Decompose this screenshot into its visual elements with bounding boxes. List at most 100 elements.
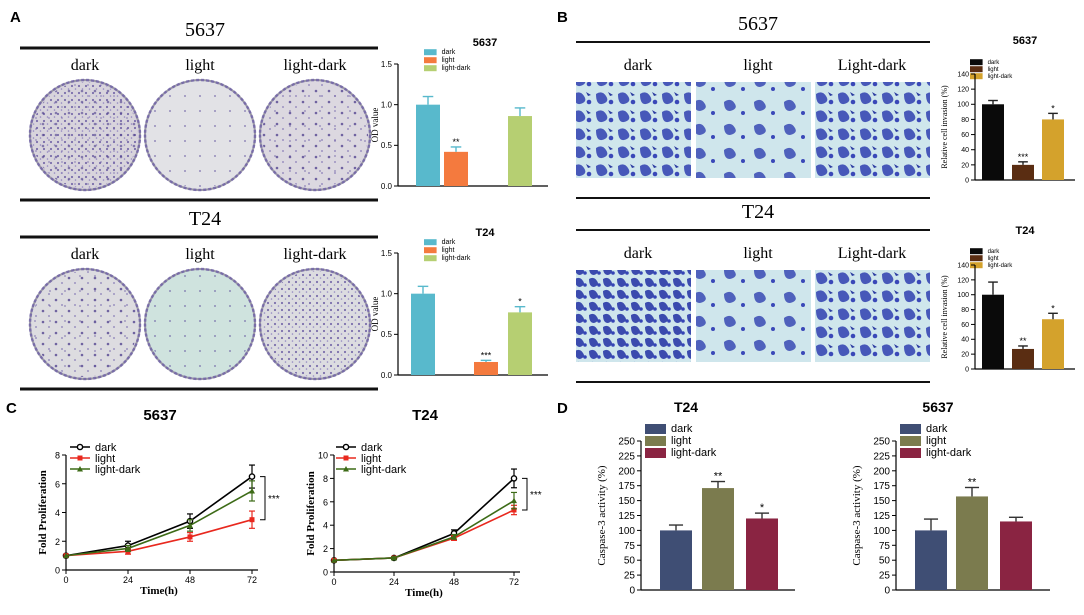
- legend-swatch: [970, 59, 983, 66]
- colony-plate-stain: [32, 82, 138, 188]
- y-tick-label: 2: [55, 537, 60, 547]
- bar-light-dark: [1042, 319, 1064, 369]
- chart-title: 5637: [922, 399, 953, 415]
- legend-label: light-dark: [95, 464, 141, 476]
- colony-plate-rim: [258, 78, 372, 192]
- x-tick-label: 72: [247, 575, 257, 585]
- y-tick-label: 150: [873, 496, 890, 507]
- legend-marker: [342, 443, 350, 451]
- series-line-light: [65, 518, 253, 557]
- x-tick-label: 24: [389, 577, 399, 587]
- bar-dark: [660, 530, 692, 590]
- y-tick-label: 6: [55, 479, 60, 489]
- y-tick-label: 120: [957, 277, 969, 284]
- y-tick-label: 40: [961, 337, 969, 344]
- data-point: [187, 522, 193, 528]
- data-point: [187, 534, 193, 540]
- y-axis-label: Caspase-3 activity (%): [851, 465, 863, 566]
- y-tick-label: 0.0: [381, 371, 393, 380]
- legend-label: light-dark: [442, 65, 471, 72]
- y-tick-label: 125: [873, 511, 890, 522]
- significance-mark: ***: [481, 350, 492, 360]
- significance-mark: ***: [268, 494, 280, 505]
- y-tick-label: 125: [618, 511, 635, 522]
- legend-label: dark: [988, 249, 1001, 255]
- transwell-condition-label: Light-dark: [838, 57, 906, 74]
- x-axis-label: Time(h): [140, 585, 178, 597]
- series-line-light-dark: [333, 499, 515, 562]
- y-axis-label: OD value: [370, 108, 380, 143]
- legend-swatch: [970, 262, 983, 269]
- x-tick-label: 48: [449, 577, 459, 587]
- colony-plate-rim: [28, 78, 142, 192]
- y-tick-label: 100: [618, 526, 635, 537]
- legend-marker: [77, 466, 83, 472]
- legend-label: light-dark: [988, 263, 1014, 269]
- colony-plate-stain: [147, 82, 253, 188]
- legend-label: dark: [442, 239, 456, 246]
- data-point: [63, 552, 69, 559]
- panel-label-c: C: [6, 400, 17, 417]
- legend-label: dark: [988, 60, 1001, 66]
- y-tick-label: 0.5: [381, 330, 393, 339]
- y-tick-label: 25: [624, 571, 636, 582]
- colony-plate-rim: [258, 267, 372, 381]
- data-point: [249, 517, 255, 523]
- legend-label: dark: [361, 442, 383, 454]
- legend-label: light-dark: [926, 447, 972, 459]
- data-point: [511, 497, 517, 504]
- colony-plate-stain: [32, 271, 138, 377]
- significance-mark: **: [714, 471, 723, 483]
- y-tick-label: 75: [624, 541, 636, 552]
- y-tick-label: 20: [961, 162, 969, 169]
- legend-label: dark: [926, 423, 948, 435]
- y-tick-label: 60: [961, 322, 969, 329]
- legend-swatch: [424, 65, 437, 72]
- transwell-image-cells: [576, 82, 691, 178]
- legend-swatch: [970, 73, 983, 80]
- legend-label: dark: [671, 423, 693, 435]
- y-tick-label: 140: [957, 262, 969, 269]
- significance-mark: *: [1051, 303, 1055, 313]
- transwell-image-cells: [815, 270, 930, 362]
- plate-condition-label: dark: [71, 57, 99, 74]
- legend-marker: [343, 466, 349, 472]
- y-tick-label: 40: [961, 147, 969, 154]
- y-tick-label: 175: [618, 481, 635, 492]
- colony-plate-stain: [147, 271, 253, 377]
- legend-swatch: [424, 57, 437, 64]
- legend-swatch: [970, 248, 983, 255]
- colony-plate-stain: [262, 271, 368, 377]
- transwell-condition-label: light: [743, 245, 773, 262]
- y-tick-label: 20: [961, 352, 969, 359]
- y-tick-label: 8: [323, 474, 328, 484]
- legend-label: light: [442, 57, 455, 64]
- legend-swatch: [645, 436, 666, 446]
- data-point: [391, 554, 397, 561]
- data-point: [248, 473, 256, 480]
- legend-label: light: [442, 247, 455, 254]
- chart-title: 5637: [1013, 35, 1037, 47]
- bar-dark: [416, 104, 440, 186]
- y-tick-label: 80: [961, 117, 969, 124]
- legend-label: light-dark: [671, 447, 717, 459]
- plate-condition-label: light-dark: [283, 246, 346, 263]
- x-tick-label: 24: [123, 575, 133, 585]
- transwell-image-cells: [576, 270, 691, 362]
- data-point: [249, 487, 255, 494]
- plate-row-title: T24: [189, 208, 221, 230]
- series-line-dark: [65, 475, 253, 557]
- legend-swatch: [424, 247, 437, 254]
- y-tick-label: 0: [323, 568, 328, 578]
- y-tick-label: 200: [618, 466, 635, 477]
- bar-light: [956, 496, 988, 590]
- y-tick-label: 0: [965, 366, 969, 373]
- bar-dark: [982, 104, 1004, 180]
- bar-light: [444, 151, 468, 186]
